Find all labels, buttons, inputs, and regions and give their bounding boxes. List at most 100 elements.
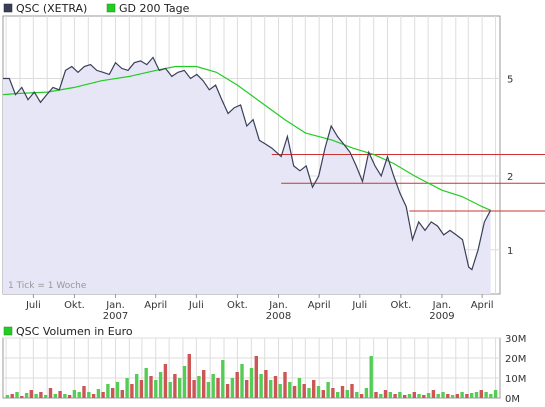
volume-bar [130, 384, 134, 398]
volume-bar [139, 380, 144, 398]
volume-bar [489, 394, 493, 398]
volume-bar [403, 395, 407, 398]
volume-bar [120, 390, 124, 398]
volume-bar [465, 394, 469, 398]
volume-bar [364, 388, 369, 398]
volume-tick-label: 0M [505, 394, 520, 405]
volume-bar [288, 382, 292, 398]
volume-bar [39, 392, 43, 398]
volume-bar [48, 388, 53, 398]
volume-bar [340, 386, 345, 398]
volume-bar [336, 392, 340, 398]
x-tick-label: Jan. [105, 300, 125, 311]
volume-bar [369, 356, 373, 398]
volume-bar [436, 394, 440, 398]
volume-bar [106, 384, 110, 398]
volume-bar [326, 382, 330, 398]
legend-label-qsc: QSC (XETRA) [16, 2, 87, 15]
price-y-axis: 1 2 5 [507, 75, 513, 257]
volume-bar [259, 374, 263, 398]
volume-bar [230, 378, 235, 398]
volume-bar [355, 392, 359, 398]
x-tick-label: April [308, 300, 331, 311]
volume-bar [202, 370, 206, 398]
volume-bar [67, 395, 72, 398]
volume-bar [331, 388, 335, 398]
volume-bar [34, 394, 38, 398]
volume-bar [187, 354, 191, 398]
volume-bar [72, 390, 77, 398]
volume-bar [412, 392, 416, 398]
x-tick-label: Okt. [227, 300, 248, 311]
legend-swatch-volume [3, 326, 13, 336]
volume-bar [158, 372, 163, 398]
volume-bar [388, 392, 392, 398]
volume-bar [455, 394, 459, 398]
volume-bar [254, 356, 258, 398]
x-year-label: 2008 [266, 311, 291, 322]
legend-swatch-gd200 [106, 3, 116, 13]
legend-label-gd200: GD 200 Tage [119, 2, 190, 15]
volume-bar [15, 392, 19, 398]
volume-bar [474, 392, 479, 398]
x-tick-label: Jan. [432, 300, 452, 311]
volume-bar [450, 395, 455, 398]
volume-bar [5, 395, 10, 398]
volume-bar [58, 391, 62, 398]
volume-bar [235, 372, 239, 398]
volume-bar [479, 390, 483, 398]
volume-bar [225, 384, 230, 398]
volume-bars [5, 354, 498, 398]
volume-bar [359, 394, 364, 398]
x-tick-label: Juli [188, 300, 204, 311]
volume-bar [111, 388, 115, 398]
volume-bar [312, 380, 316, 398]
volume-bar [44, 395, 48, 398]
volume-bar [91, 394, 96, 398]
volume-bar [345, 390, 349, 398]
volume-tick-label: 30M [505, 334, 526, 345]
volume-bar [379, 394, 383, 398]
gd200-series-line [2, 65, 491, 211]
volume-bar [407, 394, 412, 398]
volume-bar [393, 394, 397, 398]
volume-bar [245, 380, 249, 398]
volume-bar [283, 372, 287, 398]
x-tick-label: Jan. [268, 300, 288, 311]
volume-bar [297, 378, 302, 398]
volume-bar [398, 392, 402, 398]
volume-bar [154, 380, 158, 398]
volume-legend: QSC Volumen in Euro [3, 325, 133, 338]
volume-bar [168, 382, 172, 398]
legend-swatch-qsc [3, 3, 13, 13]
price-area-fill [3, 57, 491, 295]
volume-bar [249, 368, 254, 398]
volume-bar [192, 380, 196, 398]
volume-bar [163, 364, 168, 398]
volume-bar [383, 390, 388, 398]
legend-label-volume: QSC Volumen in Euro [16, 325, 133, 338]
volume-bar [211, 374, 215, 398]
volume-bar [178, 378, 182, 398]
volume-bar [446, 394, 450, 398]
volume-bar [206, 382, 211, 398]
x-tick-label: April [144, 300, 167, 311]
volume-bar [10, 394, 14, 398]
x-year-label: 2009 [429, 311, 454, 322]
volume-bar [264, 370, 268, 398]
volume-bar [221, 360, 225, 398]
volume-bar [173, 374, 177, 398]
volume-bar [431, 390, 436, 398]
volume-bar [374, 392, 378, 398]
volume-bar [470, 393, 474, 398]
y-tick-label: 5 [507, 75, 513, 86]
volume-bar [101, 392, 105, 398]
y-tick-label: 2 [507, 172, 513, 183]
volume-tick-label: 20M [505, 354, 526, 365]
volume-bar [20, 396, 24, 398]
volume-bar [96, 389, 101, 398]
volume-bar [24, 393, 29, 398]
volume-bar [115, 382, 120, 398]
